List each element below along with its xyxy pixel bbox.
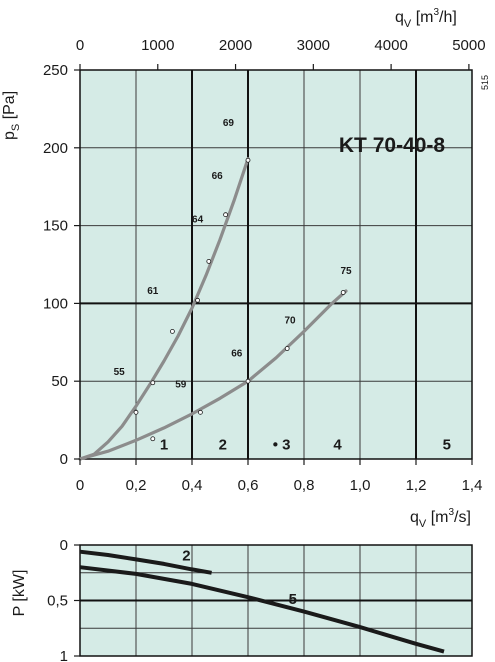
x-tick-label: 1,4 [462,477,483,494]
power-curve-label: 5 [289,591,297,608]
power-y-tick-label: 0,5 [47,593,68,610]
fan-curve-2 [78,289,348,461]
region-label: • 3 [273,437,291,454]
curve-point-label: 59 [175,379,187,390]
y-tick-label: 0 [60,451,68,468]
curve-point-label: 75 [340,266,352,277]
x-axis-title: qV [m3/s] [410,507,471,530]
curve-point-label: 64 [192,214,204,225]
curve-marker [150,436,156,442]
top-x-tick-label: 2000 [219,37,252,54]
curve-point-label: 55 [114,367,126,378]
side-label: 515 [480,75,490,90]
top-x-tick-label: 1000 [141,37,174,54]
curve-marker [206,258,212,264]
y-tick-label: 100 [43,295,68,312]
power-curve-label: 2 [182,548,190,565]
y-tick-label: 200 [43,140,68,157]
x-tick-label: 0,6 [238,477,259,494]
power-y-tick-label: 0 [60,537,68,554]
curve-point-label: 70 [284,316,296,327]
power-curve-5 [79,565,445,654]
power-y-tick-label: 1 [60,648,68,662]
curve-marker [150,380,156,386]
curve-marker [169,329,175,334]
region-label: 1 [160,437,168,454]
y-tick-label: 150 [43,218,68,235]
curve-marker [197,409,203,415]
power-y-axis-title: P [kW] [11,570,28,617]
top-x-tick-label: 0 [76,37,84,54]
curve-point-label: 66 [212,171,224,182]
curve-marker [133,409,139,415]
top-x-axis-title: qV [m3/h] [395,7,457,30]
pressure-chart: 55 61 64 66 69 59 66 70 75 1 2 • 3 4 5 KT 70-40-8 0 50 10… [1,7,486,530]
top-x-tick-label: 5000 [452,37,485,54]
curve-marker [223,212,229,218]
x-tick-label: 1,2 [406,477,427,494]
x-tick-label: 0,2 [126,477,147,494]
region-label: 4 [333,437,342,454]
x-tick-label: 0,4 [182,477,203,494]
y-tick-label: 50 [51,373,68,390]
curve-point-label: 61 [147,286,159,297]
fan-curve-1 [78,157,250,461]
curve-marker [284,346,290,351]
region-label: 2 [219,437,227,454]
curve-marker [245,157,251,163]
curve-marker [245,378,251,384]
plot-frame [79,69,473,460]
top-x-tick-label: 3000 [297,37,330,54]
power-chart: 2 5 0 0,5 1 P [kW] [11,537,473,662]
y-axis-title: pS [Pa] [1,91,22,140]
curve-marker [340,290,346,295]
y-tick-label: 250 [43,62,68,79]
chart-title: KT 70-40-8 [339,134,446,157]
curve-marker [195,297,201,303]
curve-point-label: 69 [223,118,235,129]
top-x-tick-label: 4000 [374,37,407,54]
power-curve-2 [79,549,212,575]
region-label: 5 [443,437,451,454]
x-tick-label: 0 [76,477,84,494]
curve-point-label: 66 [231,348,243,359]
x-tick-label: 0,8 [294,477,315,494]
x-tick-label: 1,0 [350,477,371,494]
